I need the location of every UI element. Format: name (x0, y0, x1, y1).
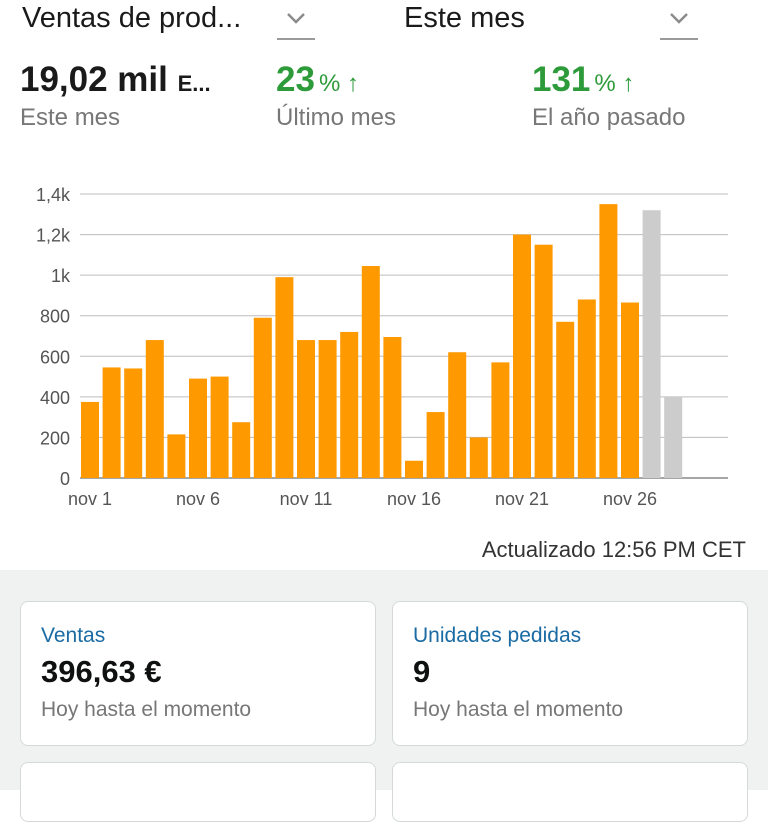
bar-nov-8[interactable] (232, 422, 251, 478)
bar-nov-3[interactable] (124, 368, 143, 478)
x-tick-label: nov 6 (176, 489, 220, 509)
kpi-value: 23% ↑ (276, 60, 359, 99)
y-tick-label: 1,4k (36, 185, 71, 205)
bar-nov-20[interactable] (491, 362, 510, 478)
chevron-down-icon (287, 13, 305, 24)
card-title: Ventas (41, 624, 106, 647)
x-tick-label: nov 1 (68, 489, 112, 509)
bar-nov-28[interactable] (664, 396, 683, 478)
kpi-label: Último mes (276, 104, 397, 131)
bar-nov-24[interactable] (577, 299, 596, 478)
units-ordered-card[interactable]: Unidades pedidas 9 Hoy hasta el momento (392, 601, 748, 746)
updated-timestamp: Actualizado 12:56 PM CET (481, 537, 746, 562)
chevron-down-icon (670, 13, 688, 24)
summary-card-partial[interactable] (392, 762, 748, 822)
y-tick-label: 1k (51, 266, 71, 286)
y-tick-label: 800 (40, 307, 70, 327)
kpi-last-month: 23% ↑ Último mes (276, 60, 396, 132)
bar-nov-17[interactable] (426, 412, 445, 478)
bar-nov-23[interactable] (556, 321, 575, 478)
y-tick-label: 1,2k (36, 226, 71, 246)
x-tick-label: nov 21 (495, 489, 549, 509)
bar-nov-18[interactable] (448, 352, 467, 478)
metric-select[interactable]: Ventas de prod... (22, 2, 242, 34)
y-tick-label: 200 (40, 428, 70, 448)
x-tick-label: nov 26 (603, 489, 657, 509)
y-tick-label: 600 (40, 347, 70, 367)
x-tick-label: nov 11 (280, 489, 333, 509)
bar-nov-2[interactable] (102, 367, 121, 478)
y-tick-label: 400 (40, 388, 70, 408)
bar-nov-25[interactable] (599, 204, 618, 478)
bar-nov-13[interactable] (340, 331, 359, 478)
bar-nov-16[interactable] (405, 460, 423, 478)
bar-nov-11[interactable] (297, 340, 315, 478)
bar-nov-15[interactable] (383, 337, 402, 478)
kpi-label: El año pasado (532, 104, 686, 131)
bar-nov-4[interactable] (145, 340, 164, 478)
kpi-value: 19,02 mil E... (20, 60, 211, 99)
x-tick-label: nov 16 (387, 489, 441, 509)
bar-nov-19[interactable] (469, 437, 488, 478)
header: Ventas de prod... Este mes (0, 0, 768, 50)
period-select[interactable]: Este mes (404, 2, 525, 34)
card-subtitle: Hoy hasta el momento (41, 698, 252, 721)
kpi-this-month: 19,02 mil E... Este mes (20, 60, 211, 132)
bar-nov-27[interactable] (642, 210, 661, 478)
card-subtitle: Hoy hasta el momento (413, 698, 624, 721)
metric-dropdown-button[interactable] (277, 8, 315, 40)
kpi-last-year: 131% ↑ El año pasado (532, 60, 685, 132)
bar-nov-10[interactable] (275, 277, 294, 478)
bar-nov-5[interactable] (167, 434, 186, 478)
card-value: 396,63 € (41, 654, 162, 689)
kpi-value: 131% ↑ (532, 60, 635, 99)
bar-nov-22[interactable] (534, 244, 553, 478)
kpi-unit: E... (177, 71, 211, 96)
summary-card-partial[interactable] (20, 762, 376, 822)
sales-bar-chart[interactable]: 0 200 400 600 800 1k 1,2k 1,4k nov 1 nov 6 nov 11 n… (0, 170, 768, 520)
up-arrow-icon: % ↑ (594, 70, 635, 97)
bar-nov-14[interactable] (361, 266, 380, 478)
sales-card[interactable]: Ventas 396,63 € Hoy hasta el momento (20, 601, 376, 746)
bar-nov-21[interactable] (513, 234, 531, 478)
card-title: Unidades pedidas (413, 624, 582, 647)
bar-nov-26[interactable] (621, 302, 639, 478)
bar-nov-6[interactable] (189, 378, 207, 478)
up-arrow-icon: % ↑ (318, 70, 359, 97)
period-dropdown-button[interactable] (660, 8, 698, 40)
card-value: 9 (413, 654, 431, 689)
bar-nov-12[interactable] (318, 340, 337, 478)
y-tick-label: 0 (60, 469, 70, 489)
bar-nov-7[interactable] (210, 376, 229, 478)
bar-nov-9[interactable] (253, 317, 272, 478)
bar-nov-1[interactable] (81, 401, 99, 478)
kpi-label: Este mes (20, 104, 121, 131)
